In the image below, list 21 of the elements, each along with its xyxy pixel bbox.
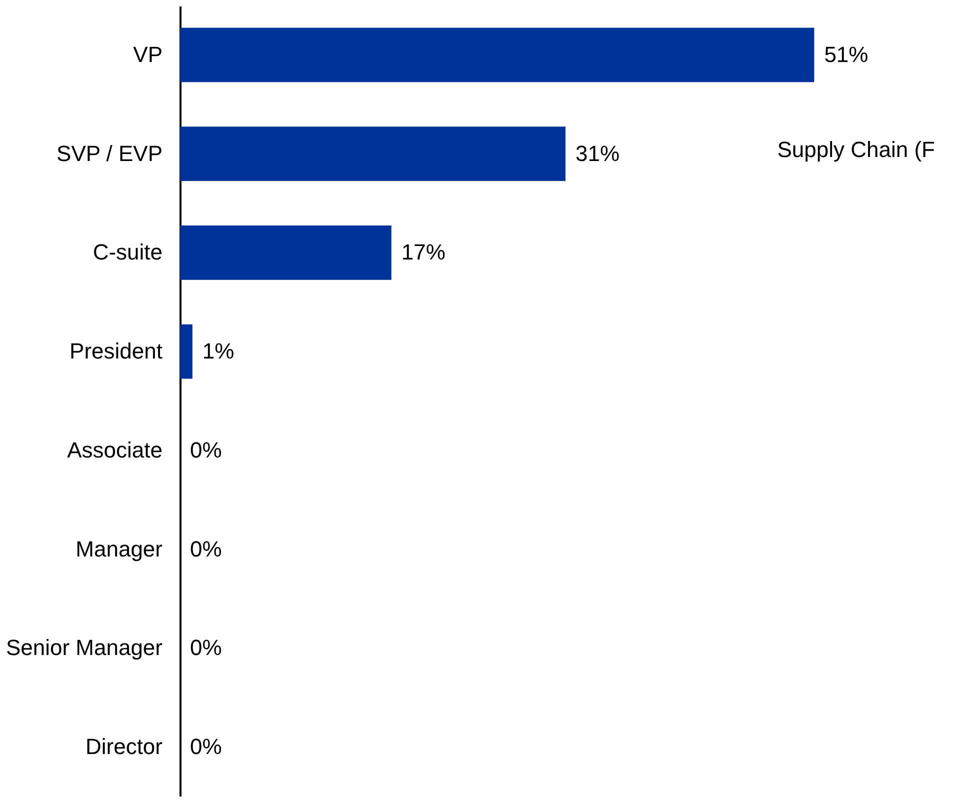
y-tick-label: C-suite bbox=[92, 240, 162, 265]
data-label: 17% bbox=[401, 240, 446, 265]
data-label: 51% bbox=[824, 42, 868, 67]
data-label: 0% bbox=[190, 437, 222, 462]
y-tick-label: Senior Manager bbox=[6, 635, 162, 660]
annotation: Supply Chain (F bbox=[777, 137, 935, 162]
y-tick-label: Associate bbox=[67, 437, 162, 462]
data-label: 31% bbox=[575, 140, 620, 166]
y-tick-label: Director bbox=[85, 734, 162, 760]
y-tick-label: Manager bbox=[76, 536, 162, 562]
data-label: 1% bbox=[202, 338, 234, 364]
bar bbox=[180, 28, 814, 82]
bar bbox=[180, 324, 192, 379]
bar bbox=[180, 226, 392, 280]
data-label: 0% bbox=[190, 536, 222, 562]
data-label: 0% bbox=[190, 635, 222, 660]
data-label: 0% bbox=[190, 734, 222, 760]
y-tick-label: SVP / EVP bbox=[56, 140, 162, 166]
y-tick-label: VP bbox=[133, 42, 162, 67]
bar bbox=[180, 126, 566, 182]
y-tick-label: President bbox=[70, 338, 162, 364]
